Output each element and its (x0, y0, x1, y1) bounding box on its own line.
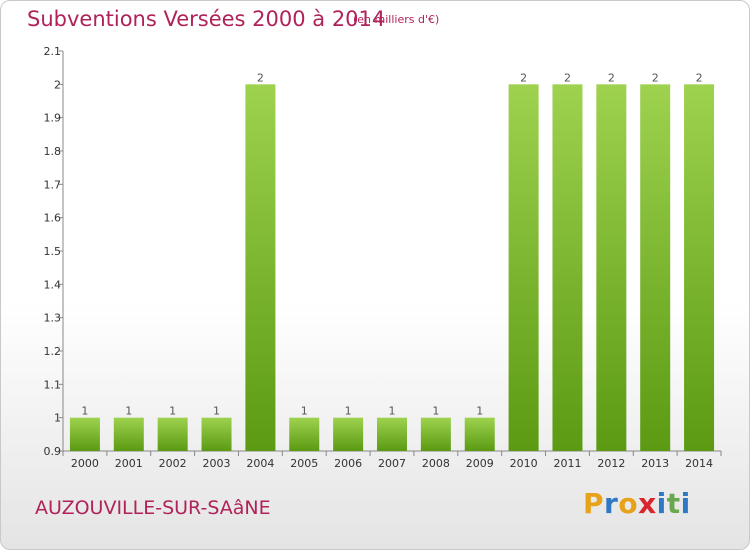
chart-unit-label: (en milliers d'€) (353, 13, 440, 26)
data-label: 1 (301, 405, 308, 418)
proxiti-logo[interactable]: Proxiti (583, 487, 691, 520)
bar-2004[interactable] (245, 84, 276, 451)
data-label: 1 (81, 405, 88, 418)
x-tick-label: 2010 (510, 457, 538, 470)
data-label: 1 (125, 405, 132, 418)
x-tick-label: 2000 (71, 457, 99, 470)
bar-2005[interactable] (289, 417, 320, 451)
data-label: 1 (476, 405, 483, 418)
data-label: 1 (389, 405, 396, 418)
x-tick-label: 2004 (246, 457, 274, 470)
bar-2003[interactable] (201, 417, 232, 451)
y-tick-label: 1.6 (44, 212, 62, 225)
bar-2013[interactable] (640, 84, 671, 451)
logo-letter: i (680, 487, 691, 520)
y-tick-label: 2 (54, 78, 61, 91)
logo-letter: P (583, 487, 605, 520)
bar-2006[interactable] (333, 417, 364, 451)
bar-2012[interactable] (596, 84, 627, 451)
y-tick-label: 1.3 (44, 312, 62, 325)
chart-bars (69, 84, 715, 451)
data-label: 1 (345, 405, 352, 418)
bar-2002[interactable] (157, 417, 188, 451)
bar-2001[interactable] (113, 417, 144, 451)
y-tick-label: 0.9 (44, 445, 62, 458)
data-label: 2 (696, 71, 703, 84)
bar-2009[interactable] (464, 417, 495, 451)
y-tick-label: 1.1 (44, 378, 62, 391)
logo-letter: o (618, 487, 639, 520)
x-tick-label: 2008 (422, 457, 450, 470)
logo-letter: t (666, 487, 681, 520)
bar-2000[interactable] (69, 417, 100, 451)
y-tick-label: 1.2 (44, 345, 62, 358)
x-tick-label: 2014 (685, 457, 713, 470)
bar-2007[interactable] (377, 417, 407, 451)
y-tick-label: 1.5 (44, 245, 62, 258)
x-tick-label: 2007 (378, 457, 406, 470)
logo-letter: i (656, 487, 667, 520)
y-tick-label: 1.4 (44, 278, 62, 291)
x-tick-label: 2001 (115, 457, 143, 470)
logo-letter: x (638, 487, 657, 520)
data-label: 2 (564, 71, 571, 84)
y-tick-label: 1.7 (44, 178, 62, 191)
data-label: 1 (432, 405, 439, 418)
bar-2010[interactable] (508, 84, 539, 451)
bar-2011[interactable] (552, 84, 583, 451)
bar-2014[interactable] (684, 84, 715, 451)
y-tick-label: 1.9 (44, 112, 62, 125)
y-tick-label: 1.8 (44, 145, 62, 158)
chart-title: Subventions Versées 2000 à 2014 (27, 7, 386, 31)
data-label: 2 (652, 71, 659, 84)
data-label: 1 (213, 405, 220, 418)
y-tick-label: 2.1 (44, 45, 62, 58)
data-label: 1 (169, 405, 176, 418)
x-tick-label: 2012 (597, 457, 625, 470)
data-label: 2 (608, 71, 615, 84)
y-tick-label: 1 (54, 412, 61, 425)
x-tick-label: 2006 (334, 457, 362, 470)
x-tick-label: 2013 (641, 457, 669, 470)
logo-letter: r (604, 487, 619, 520)
commune-name: AUZOUVILLE-SUR-SAâNE (35, 497, 271, 519)
x-tick-label: 2005 (290, 457, 318, 470)
bar-2008[interactable] (420, 417, 451, 451)
chart-labels: 2000 1 2001 1 2002 1 2003 1 2004 2 2005 1 2006 1 2007 1… (71, 71, 713, 470)
data-label: 2 (520, 71, 527, 84)
data-label: 2 (257, 71, 264, 84)
x-tick-label: 2002 (159, 457, 187, 470)
x-tick-label: 2003 (203, 457, 231, 470)
x-tick-label: 2011 (553, 457, 581, 470)
x-tick-label: 2009 (466, 457, 494, 470)
